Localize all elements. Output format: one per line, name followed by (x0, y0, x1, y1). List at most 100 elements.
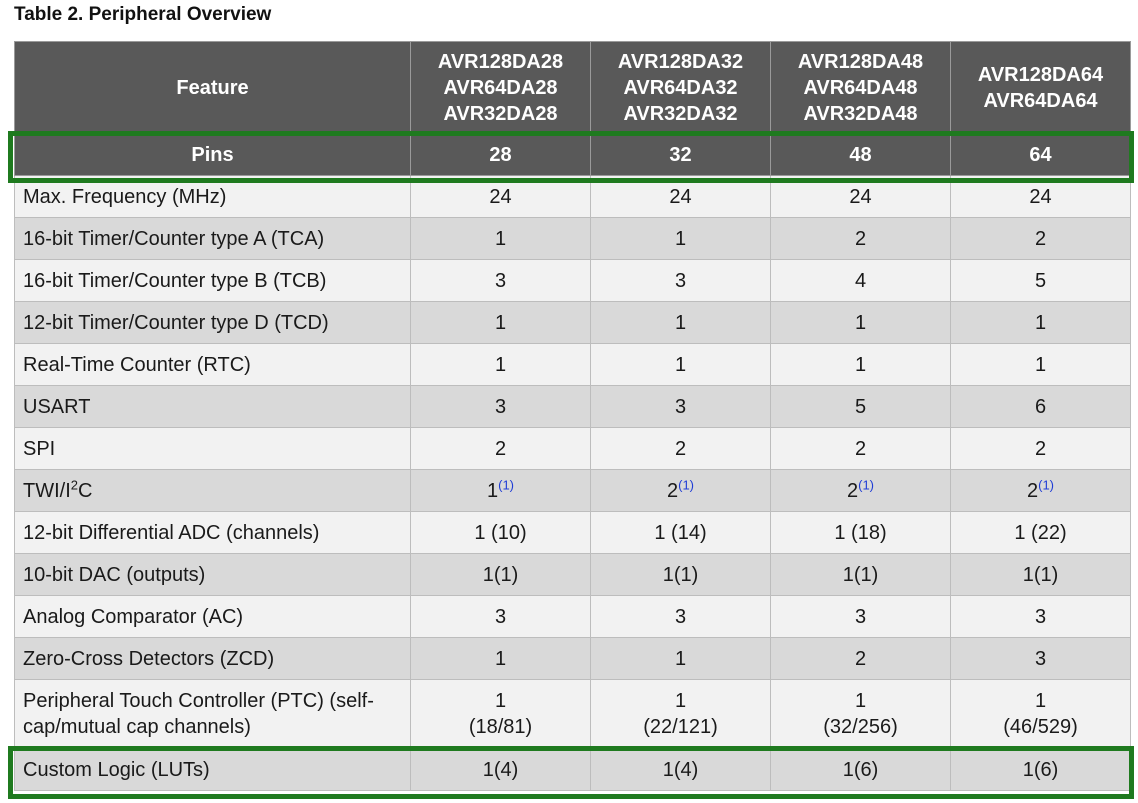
feature-cell: Zero-Cross Detectors (ZCD) (14, 637, 411, 680)
header-feature: Feature (14, 41, 411, 135)
value-cell: 1 (10) (410, 511, 591, 554)
table-row: 16-bit Timer/Counter type A (TCA) 1 1 2 … (14, 217, 1131, 260)
value-cell: 2(1) (770, 469, 951, 512)
footnote-link[interactable]: (1) (678, 476, 694, 492)
model-name: AVR64DA28 (443, 77, 558, 99)
feature-text: Peripheral Touch Controller (PTC) (self- (23, 690, 374, 712)
model-name: AVR128DA48 (797, 51, 924, 73)
value-cell: 3 (590, 385, 771, 428)
value-text: 1 (674, 690, 687, 712)
value-cell: 1 (18/81) (410, 679, 591, 749)
value-text: (46/529) (1003, 716, 1078, 738)
value-cell: 1(1) (410, 553, 591, 596)
pins-value: 28 (410, 134, 591, 176)
model-name: AVR32DA48 (803, 103, 918, 125)
value-cell: 1 (770, 301, 951, 344)
value-cell: 3 (770, 595, 951, 638)
value-cell: 24 (950, 175, 1131, 218)
value-cell: 3 (410, 385, 591, 428)
value-cell: 1(4) (410, 748, 591, 791)
table-row: Max. Frequency (MHz) 24 24 24 24 (14, 175, 1131, 218)
value-cell: 1 (22/121) (590, 679, 771, 749)
value-text: 1 (854, 690, 867, 712)
table-row: USART 3 3 5 6 (14, 385, 1131, 428)
value-cell: 1(6) (770, 748, 951, 791)
value-cell: 1 (410, 343, 591, 386)
value-cell: 24 (590, 175, 771, 218)
value-cell: 2 (950, 427, 1131, 470)
table-row: 12-bit Differential ADC (channels) 1 (10… (14, 511, 1131, 554)
value-cell: 1(1) (590, 553, 771, 596)
header-model-group-32: AVR128DA32 AVR64DA32 AVR32DA32 (590, 41, 771, 135)
value-cell: 1(4) (590, 748, 771, 791)
value-cell: 3 (950, 637, 1131, 680)
table-row: Analog Comparator (AC) 3 3 3 3 (14, 595, 1131, 638)
header-model-group-28: AVR128DA28 AVR64DA28 AVR32DA28 (410, 41, 591, 135)
value-cell: 3 (590, 259, 771, 302)
value-cell: 1 (950, 343, 1131, 386)
header-model-group-64: AVR128DA64 AVR64DA64 (950, 41, 1131, 135)
feature-cell: 10-bit DAC (outputs) (14, 553, 411, 596)
value-cell: 2 (770, 427, 951, 470)
model-name: AVR32DA32 (623, 103, 738, 125)
value-cell: 5 (950, 259, 1131, 302)
value-cell: 2(1) (950, 469, 1131, 512)
feature-cell: 12-bit Differential ADC (channels) (14, 511, 411, 554)
value-cell: 1(1) (950, 553, 1131, 596)
feature-cell: Real-Time Counter (RTC) (14, 343, 411, 386)
table-row: Real-Time Counter (RTC) 1 1 1 1 (14, 343, 1131, 386)
superscript: 2 (70, 476, 78, 492)
value-text: 2 (666, 479, 679, 502)
feature-cell: Max. Frequency (MHz) (14, 175, 411, 218)
value-text: 1 (486, 479, 499, 502)
value-cell: 1 (14) (590, 511, 771, 554)
table-row: Zero-Cross Detectors (ZCD) 1 1 2 3 (14, 637, 1131, 680)
value-cell: 2 (770, 637, 951, 680)
value-cell: 1 (22) (950, 511, 1131, 554)
feature-cell: 12-bit Timer/Counter type D (TCD) (14, 301, 411, 344)
value-cell: 2 (770, 217, 951, 260)
model-name: AVR128DA32 (617, 51, 744, 73)
value-cell: 1 (46/529) (950, 679, 1131, 749)
value-text: (32/256) (823, 716, 898, 738)
value-cell: 2 (950, 217, 1131, 260)
value-cell: 1 (590, 343, 771, 386)
feature-cell: Custom Logic (LUTs) (14, 748, 411, 791)
feature-cell: TWI/I2C (14, 469, 411, 512)
table-row: 10-bit DAC (outputs) 1(1) 1(1) 1(1) 1(1) (14, 553, 1131, 596)
feature-cell: USART (14, 385, 411, 428)
value-cell: 4 (770, 259, 951, 302)
value-cell: 1 (950, 301, 1131, 344)
feature-text: TWI/I (23, 479, 71, 502)
value-cell: 1 (590, 637, 771, 680)
pins-value: 32 (590, 134, 771, 176)
header-model-group-48: AVR128DA48 AVR64DA48 AVR32DA48 (770, 41, 951, 135)
value-cell: 1(1) (770, 553, 951, 596)
feature-cell: 16-bit Timer/Counter type B (TCB) (14, 259, 411, 302)
pins-value: 48 (770, 134, 951, 176)
model-name: AVR64DA32 (623, 77, 738, 99)
footnote-link[interactable]: (1) (1038, 476, 1054, 492)
model-name: AVR128DA28 (437, 51, 564, 73)
value-text: 2 (846, 479, 859, 502)
value-cell: 1(6) (950, 748, 1131, 791)
value-text: (22/121) (643, 716, 718, 738)
table-row: TWI/I2C 1(1) 2(1) 2(1) 2(1) (14, 469, 1131, 512)
value-cell: 1 (410, 217, 591, 260)
value-cell: 2 (590, 427, 771, 470)
value-cell: 6 (950, 385, 1131, 428)
value-cell: 1(1) (410, 469, 591, 512)
footnote-link[interactable]: (1) (498, 476, 514, 492)
feature-text: C (78, 479, 93, 502)
footnote-link[interactable]: (1) (858, 476, 874, 492)
value-cell: 3 (410, 595, 591, 638)
table-caption: Table 2. Peripheral Overview (14, 4, 272, 25)
model-name: AVR32DA28 (443, 103, 558, 125)
value-cell: 2 (410, 427, 591, 470)
value-text: 1 (1034, 690, 1047, 712)
pins-value: 64 (950, 134, 1131, 176)
table-row: Custom Logic (LUTs) 1(4) 1(4) 1(6) 1(6) (14, 748, 1131, 791)
feature-text: cap/mutual cap channels) (23, 716, 251, 738)
feature-cell: Peripheral Touch Controller (PTC) (self-… (14, 679, 411, 749)
value-cell: 2(1) (590, 469, 771, 512)
